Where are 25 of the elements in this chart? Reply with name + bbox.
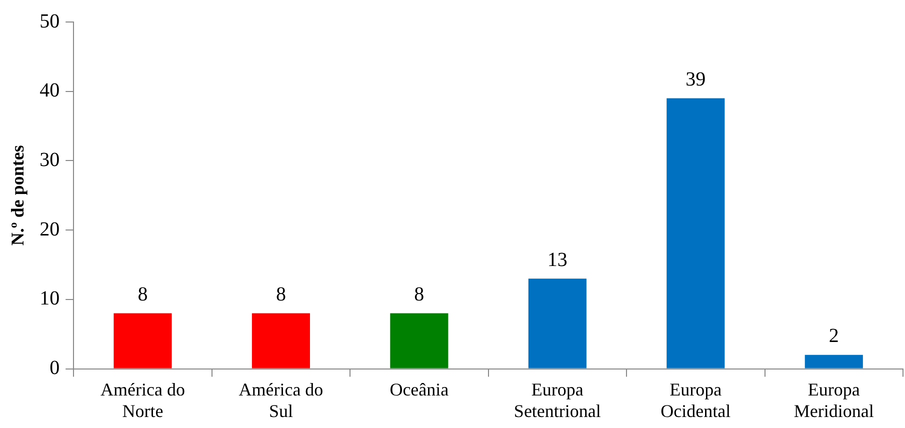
x-tick-label: Oceânia xyxy=(390,379,449,400)
data-label: 2 xyxy=(828,325,839,348)
data-label: 8 xyxy=(276,284,286,306)
bar xyxy=(252,313,310,368)
x-tick-label: Europa Ocidental xyxy=(660,379,731,421)
y-axis-title: N.º de pontes xyxy=(7,145,28,246)
y-tick-label: 0 xyxy=(50,357,60,380)
y-tick-label: 20 xyxy=(40,218,60,240)
y-tick-label: 40 xyxy=(40,80,60,102)
x-tick-label: América do Sul xyxy=(238,379,324,421)
y-tick-label: 30 xyxy=(40,148,60,171)
y-tick-label: 10 xyxy=(40,288,60,310)
bar xyxy=(390,313,448,368)
data-label: 13 xyxy=(547,248,568,271)
data-label: 39 xyxy=(686,68,706,91)
bar xyxy=(114,313,172,368)
bar xyxy=(666,98,725,368)
data-label: 8 xyxy=(138,284,148,306)
y-tick-label: 50 xyxy=(40,10,60,32)
x-tick-label: Europa Meridional xyxy=(794,379,874,421)
x-tick-label: América do Norte xyxy=(100,379,185,421)
data-label: 8 xyxy=(414,284,424,306)
bar xyxy=(528,278,586,368)
x-tick-label: Europa Setentrional xyxy=(514,379,601,421)
bar xyxy=(804,354,863,368)
